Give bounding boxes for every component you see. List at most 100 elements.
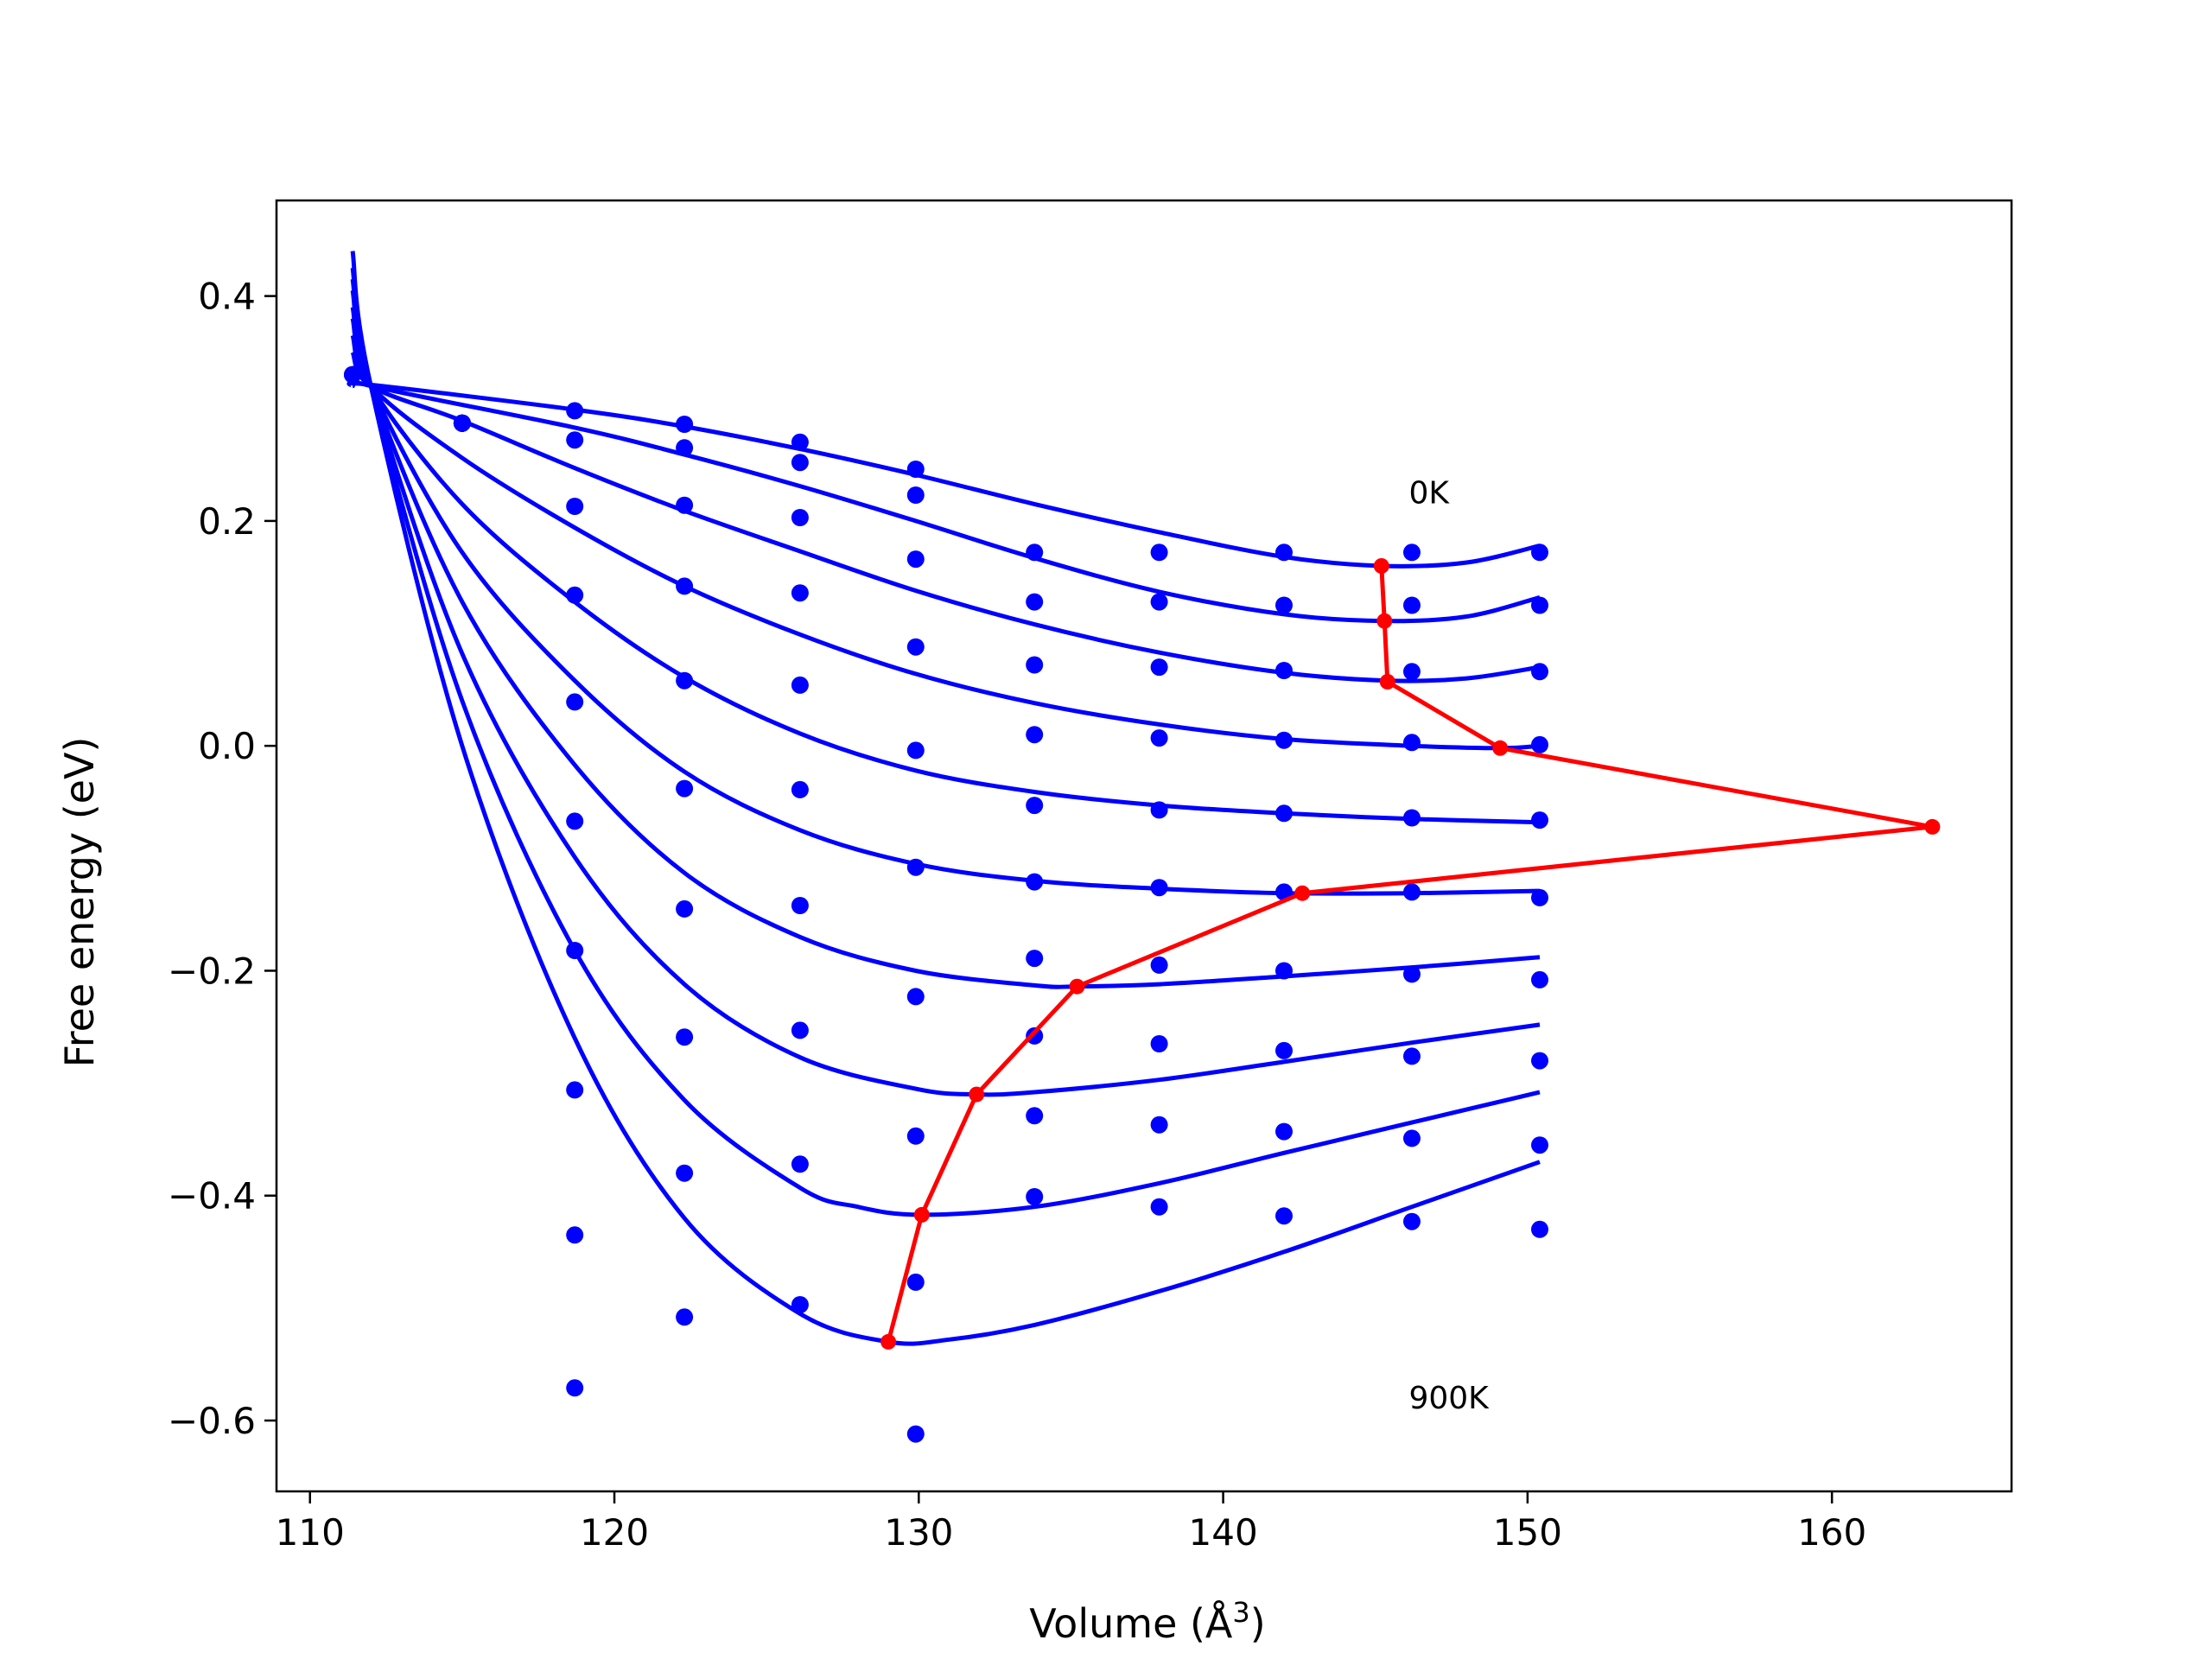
data-point-s5-7 — [1026, 797, 1044, 815]
plot-area — [344, 251, 1941, 1443]
data-point-s3-8 — [1150, 658, 1168, 677]
data-point-s9-5 — [791, 1155, 809, 1173]
minimum-point-6 — [1294, 885, 1311, 901]
x-axis-label: Volume (Å3) — [1029, 1596, 1265, 1647]
data-point-s10-3 — [566, 1379, 584, 1397]
axes: 110 120 130 140 150 160 −0.6 −0.4 −0.2 0.0 0.2 0.4 — [168, 199, 2013, 1554]
minimum-point-9 — [913, 1206, 930, 1223]
plot-content — [344, 251, 1941, 1443]
data-point-s9-7 — [1026, 1188, 1044, 1205]
data-point-s8-9 — [1275, 1041, 1293, 1059]
data-point-s2-5 — [791, 454, 809, 472]
data-point-s4-10 — [1403, 734, 1421, 752]
data-point-s1-11 — [1531, 543, 1548, 562]
data-point-s7-8 — [1150, 956, 1168, 974]
data-point-s10-8 — [1150, 1116, 1168, 1134]
data-point-s6-6 — [906, 858, 925, 876]
data-point-s2-6 — [906, 486, 925, 504]
data-point-s4-4 — [676, 577, 694, 595]
data-point-s7-10 — [1403, 965, 1421, 983]
data-point-s9-11 — [1531, 1220, 1548, 1238]
data-point-s1-3 — [566, 402, 584, 420]
data-point-s3-4 — [676, 496, 694, 514]
axes-frame — [275, 199, 2013, 1493]
x-tick-label: 120 — [580, 1511, 649, 1554]
data-point-s1-6 — [906, 461, 925, 478]
data-point-s9-9 — [1275, 1207, 1293, 1225]
data-point-s8-10 — [1403, 1047, 1421, 1065]
data-point-s3-3 — [566, 498, 584, 515]
data-point-s8-8 — [1150, 1035, 1168, 1052]
data-point-s9-6 — [906, 1273, 925, 1291]
data-point-s10-9 — [1275, 1122, 1293, 1141]
data-point-s5-8 — [1150, 801, 1168, 819]
x-axis-label-superscript: 3 — [1232, 1596, 1249, 1629]
minimum-point-3 — [1379, 674, 1395, 690]
fit-curve-3 — [350, 351, 1541, 683]
data-point-s6-11 — [1531, 888, 1548, 906]
x-tick-label: 110 — [276, 1511, 345, 1554]
data-point-s6-7 — [1026, 873, 1044, 891]
minimum-point-2 — [1376, 613, 1393, 629]
data-point-s7-3 — [566, 942, 584, 959]
data-point-s3-11 — [1531, 663, 1548, 681]
data-point-s7-11 — [1531, 970, 1548, 988]
data-point-s1-8 — [1150, 543, 1168, 562]
data-point-s3-9 — [1275, 662, 1293, 679]
data-point-s8-5 — [791, 1021, 809, 1039]
data-point-s6-5 — [791, 780, 809, 798]
data-point-s10-5 — [791, 1296, 809, 1313]
data-point-s5-3 — [566, 693, 584, 711]
data-point-s3-7 — [1026, 656, 1044, 674]
data-point-s3-10 — [1403, 663, 1421, 681]
data-point-s2-11 — [1531, 596, 1548, 614]
data-point-s1-9 — [1275, 543, 1293, 562]
y-tick-label: −0.4 — [168, 1175, 256, 1217]
data-point-s6-10 — [1403, 883, 1421, 901]
data-point-s1-5 — [791, 433, 809, 451]
data-point-s7-4 — [676, 899, 694, 918]
y-tick-label: −0.6 — [168, 1400, 256, 1442]
y-axis-label: Free energy (eV) — [56, 737, 103, 1068]
data-point-s1-4 — [676, 416, 694, 433]
fit-curve-9 — [350, 267, 1541, 1217]
data-point-s9-10 — [1403, 1212, 1421, 1230]
data-point-s9-8 — [1150, 1198, 1168, 1216]
minimum-path-line — [886, 565, 1935, 1343]
data-point-s6-4 — [676, 779, 694, 798]
data-point-s10-2 — [453, 414, 471, 432]
annotation-900k: 900K — [1408, 1381, 1490, 1416]
data-point-s1-10 — [1403, 543, 1421, 562]
data-point-s7-9 — [1275, 962, 1293, 980]
data-point-s9-4 — [676, 1164, 694, 1182]
data-point-s3-5 — [791, 509, 809, 526]
data-point-s7-6 — [906, 988, 925, 1006]
data-point-s8-4 — [676, 1028, 694, 1046]
data-point-s2-7 — [1026, 593, 1044, 611]
data-point-s4-3 — [566, 586, 584, 604]
data-point-s7-5 — [791, 897, 809, 914]
data-point-s4-8 — [1150, 729, 1168, 747]
minimum-point-5 — [1924, 818, 1941, 835]
annotation-0k: 0K — [1408, 475, 1450, 511]
data-point-s10-11 — [1531, 1136, 1548, 1154]
data-point-s5-9 — [1275, 804, 1293, 823]
data-point-s9-3 — [566, 1226, 584, 1244]
data-point-s2-10 — [1403, 596, 1421, 614]
data-point-s6-3 — [566, 812, 584, 830]
data-point-s8-3 — [566, 1081, 584, 1099]
minimum-point-10 — [880, 1333, 897, 1350]
y-tick-label: −0.2 — [168, 950, 256, 992]
data-point-s8-6 — [906, 1127, 925, 1145]
x-axis-label-close: ) — [1250, 1600, 1266, 1647]
data-point-s4-5 — [791, 584, 809, 602]
data-point-s7-7 — [1026, 950, 1044, 968]
data-point-s4-6 — [906, 638, 925, 656]
data-point-s2-9 — [1275, 596, 1293, 614]
data-point-s10-10 — [1403, 1129, 1421, 1147]
data-point-s10-7 — [1026, 1107, 1044, 1125]
data-point-s10-1 — [344, 365, 362, 384]
fit-curve-8 — [350, 278, 1541, 1097]
